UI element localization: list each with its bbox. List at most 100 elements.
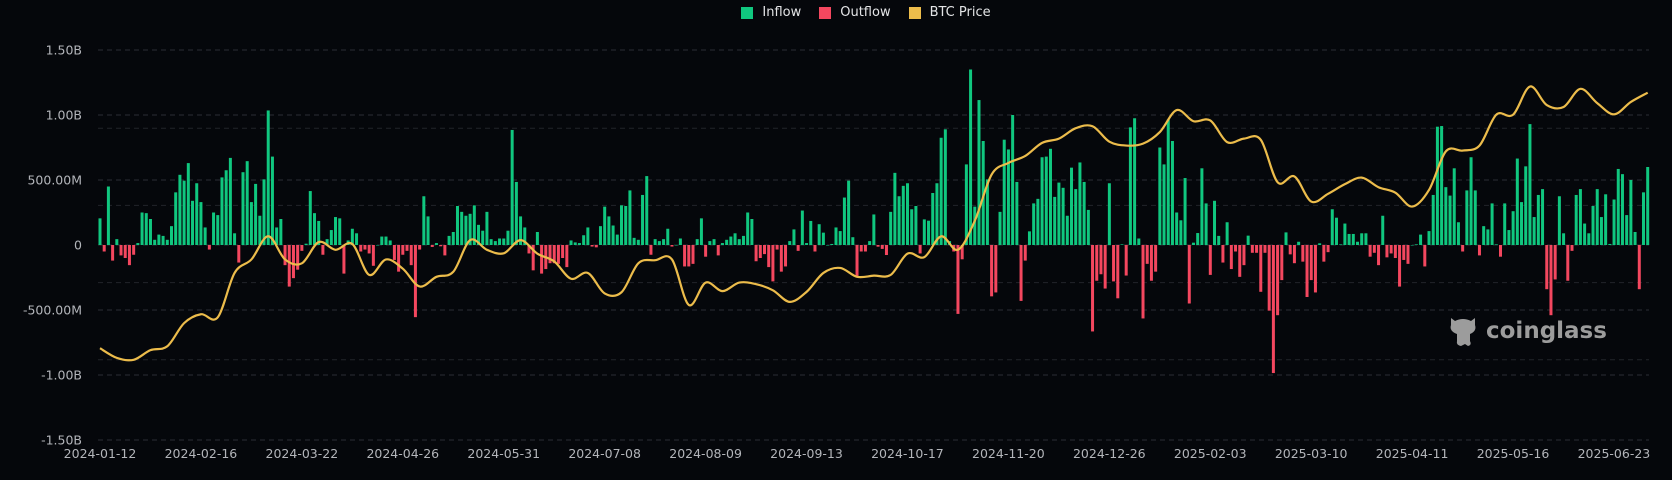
outflow-bar	[111, 245, 115, 261]
outflow-bar	[237, 245, 241, 263]
inflow-bar	[1204, 203, 1208, 245]
inflow-bar	[1629, 180, 1633, 245]
outflow-bar	[359, 245, 363, 252]
inflow-bar	[98, 218, 102, 245]
inflow-bar	[720, 243, 724, 245]
legend-label: Inflow	[762, 5, 802, 20]
inflow-bar	[910, 209, 914, 245]
inflow-bar	[1217, 235, 1221, 245]
inflow-bar	[1591, 206, 1595, 245]
inflow-bar	[998, 211, 1002, 245]
inflow-bar	[1616, 168, 1620, 245]
inflow-bar	[1427, 231, 1431, 245]
outflow-bar	[1322, 245, 1326, 262]
legend-item-inflow[interactable]: Inflow	[741, 5, 801, 20]
inflow-bar	[376, 245, 380, 246]
inflow-bar	[1166, 119, 1170, 245]
inflow-bar	[1431, 194, 1435, 245]
inflow-bar	[1448, 195, 1452, 245]
inflow-bar	[695, 239, 699, 245]
inflow-bar	[1520, 202, 1524, 245]
inflow-bar	[1284, 232, 1288, 245]
inflow-bar	[792, 229, 796, 245]
y-tick-label: -1.50B	[41, 433, 82, 448]
outflow-bar	[102, 245, 106, 252]
outflow-bar	[771, 245, 775, 282]
inflow-bar	[334, 217, 338, 245]
outflow-bar	[704, 245, 708, 257]
outflow-bar	[1116, 245, 1120, 299]
inflow-bar	[228, 157, 232, 245]
inflow-bar	[1356, 241, 1360, 245]
x-tick-label: 2025-02-03	[1174, 446, 1247, 461]
inflow-bar	[838, 231, 842, 245]
inflow-bar	[325, 239, 329, 245]
outflow-bar	[397, 245, 401, 272]
inflow-bar	[262, 179, 266, 245]
inflow-bar	[678, 238, 682, 245]
inflow-bar	[426, 216, 430, 245]
x-tick-label: 2024-09-13	[770, 446, 843, 461]
inflow-bar	[212, 212, 216, 245]
outflow-bar	[1549, 245, 1553, 316]
outflow-bar	[649, 245, 653, 255]
outflow-bar	[1276, 245, 1280, 316]
inflow-bar	[1503, 203, 1507, 245]
inflow-bar	[1120, 244, 1124, 245]
inflow-bar	[905, 183, 909, 245]
legend-item-outflow[interactable]: Outflow	[819, 5, 891, 20]
inflow-bar	[964, 164, 968, 245]
inflow-bar	[1158, 147, 1162, 245]
inflow-bar	[1646, 167, 1650, 245]
outflow-bar	[430, 245, 434, 247]
inflow-bar	[1583, 223, 1587, 245]
inflow-bar	[624, 206, 628, 245]
inflow-bar	[817, 224, 821, 245]
inflow-bar	[249, 202, 253, 245]
outflow-bar	[300, 245, 304, 251]
inflow-bar	[1078, 162, 1082, 245]
inflow-bar	[586, 227, 590, 245]
inflow-bar	[1536, 194, 1540, 245]
inflow-bar	[1070, 167, 1074, 245]
inflow-bar	[1511, 211, 1515, 245]
inflow-bar	[1633, 232, 1637, 245]
inflow-bar	[1006, 149, 1010, 245]
outflow-bar	[956, 245, 960, 314]
inflow-bar	[901, 185, 905, 245]
inflow-bar	[174, 192, 178, 245]
inflow-bar	[270, 156, 274, 245]
inflow-bar	[1469, 157, 1473, 245]
outflow-bar	[1145, 245, 1149, 264]
x-axis: 2024-01-12 2024-02-16 2024-03-22 2024-04-26…	[64, 446, 1651, 461]
outflow-bar	[1545, 245, 1549, 290]
inflow-bar	[1562, 233, 1566, 245]
outflow-bar	[1095, 245, 1099, 281]
inflow-bar	[498, 238, 502, 245]
outflow-bar	[405, 245, 409, 251]
legend-item-btc-price[interactable]: BTC Price	[908, 5, 991, 20]
inflow-bar	[1574, 194, 1578, 245]
outflow-bar	[1149, 245, 1153, 281]
outflow-bar	[1393, 245, 1397, 258]
inflow-bar	[725, 239, 729, 245]
inflow-bar	[1532, 217, 1536, 245]
outflow-bar	[594, 245, 598, 248]
outflow-bar	[994, 245, 998, 293]
inflow-bar	[573, 242, 577, 245]
inflow-bar	[1015, 181, 1019, 245]
inflow-bar	[455, 206, 459, 245]
inflow-bar	[1473, 190, 1477, 245]
inflow-bar	[447, 235, 451, 245]
outflow-bar	[418, 245, 422, 250]
inflow-bar	[1465, 190, 1469, 245]
inflow-bar	[1347, 233, 1351, 245]
outflow-bar	[716, 245, 720, 256]
inflow-bar	[1027, 231, 1031, 245]
inflow-bar	[943, 129, 947, 245]
inflow-bar	[380, 236, 384, 245]
inflow-bar	[1065, 215, 1069, 245]
inflow-bar	[312, 213, 316, 245]
inflow-bar	[191, 200, 195, 245]
